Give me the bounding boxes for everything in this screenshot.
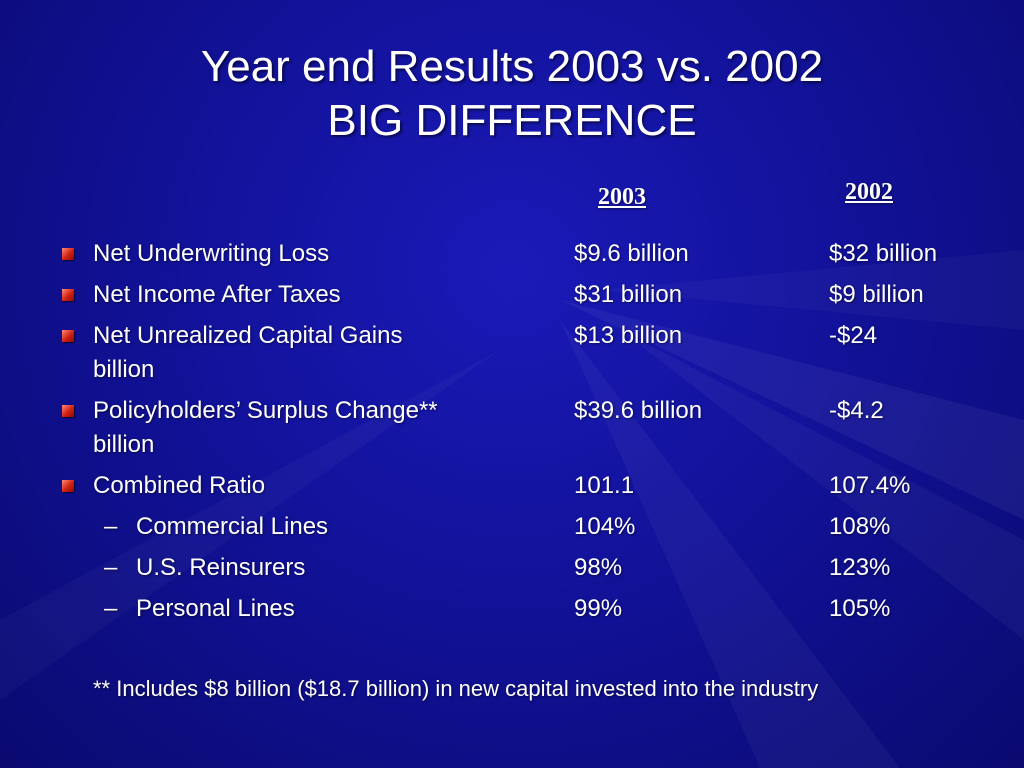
value-2003: 104% [574,513,636,540]
red-square-bullet-icon [62,248,74,260]
dash-bullet: – [104,595,118,622]
value-2002: 107.4% [829,472,911,499]
subrow-label: Personal Lines [136,595,295,622]
red-square-bullet-icon [62,330,74,342]
row-label: Net Underwriting Loss [93,240,330,267]
value-2002: $32 billion [829,240,938,267]
value-2003: 99% [574,595,623,622]
column-header-2002: 2002 [845,179,893,205]
value-2003: 98% [574,554,623,581]
value-2003: $13 billion [574,322,683,349]
row-label: Net Income After Taxes [93,281,341,308]
dash-bullet: – [104,513,118,540]
row-label: Net Unrealized Capital Gains [93,322,403,349]
row-wrap-text: billion [93,356,155,383]
dash-bullet: – [104,554,118,581]
slide-title: Year end Results 2003 vs. 2002 BIG DIFFE… [0,40,1024,148]
value-2002: -$24 [829,322,878,349]
subrow-label: U.S. Reinsurers [136,554,306,581]
footnote: ** Includes $8 billion ($18.7 billion) i… [93,676,819,701]
row-wrap-text: billion [93,431,155,458]
title-line-1: Year end Results 2003 vs. 2002 [200,42,824,91]
value-2003: 101.1 [574,472,635,499]
title-line-2: BIG DIFFERENCE [327,96,697,145]
value-2002: 123% [829,554,891,581]
column-header-2003: 2003 [598,184,646,210]
value-2003: $9.6 billion [574,240,689,267]
red-square-bullet-icon [62,405,74,417]
value-2002: $9 billion [829,281,924,308]
value-2003: $31 billion [574,281,683,308]
value-2003: $39.6 billion [574,397,703,424]
red-square-bullet-icon [62,480,74,492]
red-square-bullet-icon [62,289,74,301]
row-label: Combined Ratio [93,472,266,499]
row-label: Policyholders’ Surplus Change** [93,397,438,424]
value-2002: 105% [829,595,891,622]
value-2002: -$4.2 [829,397,884,424]
value-2002: 108% [829,513,891,540]
subrow-label: Commercial Lines [136,513,329,540]
